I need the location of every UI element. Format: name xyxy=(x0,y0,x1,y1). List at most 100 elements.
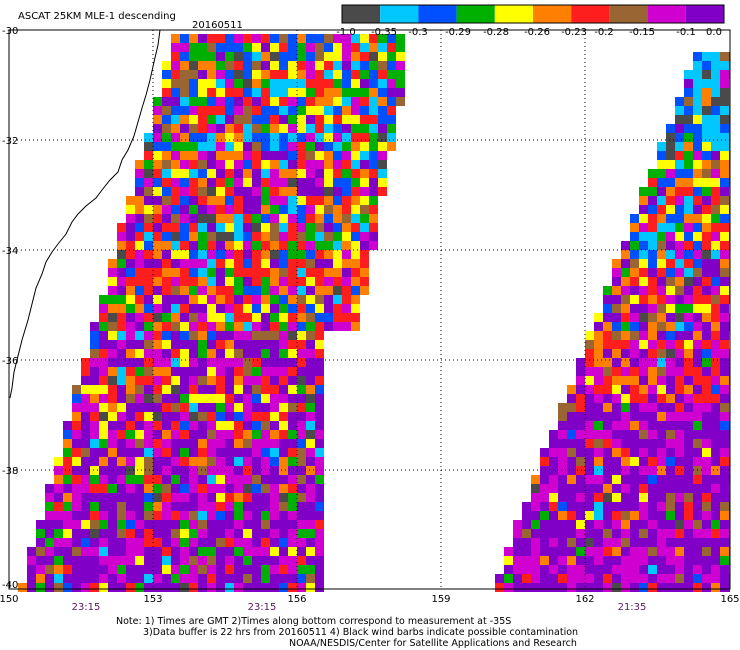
wind-cell xyxy=(621,277,630,286)
wind-cell xyxy=(216,70,225,79)
wind-cell xyxy=(657,511,666,520)
wind-cell xyxy=(360,61,369,70)
wind-cell xyxy=(306,448,315,457)
wind-cell xyxy=(711,295,720,304)
wind-cell xyxy=(594,511,603,520)
wind-cell xyxy=(36,583,45,592)
wind-cell xyxy=(693,331,702,340)
wind-cell xyxy=(252,529,261,538)
wind-cell xyxy=(144,187,153,196)
wind-cell xyxy=(702,331,711,340)
wind-cell xyxy=(720,538,729,547)
wind-cell xyxy=(297,376,306,385)
wind-cell xyxy=(270,178,279,187)
wind-cell xyxy=(693,340,702,349)
wind-cell xyxy=(630,232,639,241)
lon-label: 165 xyxy=(720,594,739,605)
wind-cell xyxy=(126,223,135,232)
wind-cell xyxy=(666,529,675,538)
wind-cell xyxy=(612,556,621,565)
wind-cell xyxy=(36,574,45,583)
wind-cell xyxy=(162,286,171,295)
wind-cell xyxy=(180,484,189,493)
wind-cell xyxy=(252,133,261,142)
wind-cell xyxy=(90,574,99,583)
wind-cell xyxy=(153,529,162,538)
wind-cell xyxy=(198,214,207,223)
wind-cell xyxy=(99,556,108,565)
wind-cell xyxy=(99,484,108,493)
wind-cell xyxy=(234,97,243,106)
wind-cell xyxy=(576,457,585,466)
wind-cell xyxy=(288,250,297,259)
wind-cell xyxy=(648,232,657,241)
wind-cell xyxy=(675,259,684,268)
wind-cell xyxy=(666,250,675,259)
wind-cell xyxy=(252,250,261,259)
wind-cell xyxy=(270,529,279,538)
wind-cell xyxy=(720,520,729,529)
wind-cell xyxy=(333,70,342,79)
wind-cell xyxy=(180,61,189,70)
wind-cell xyxy=(90,448,99,457)
wind-cell xyxy=(117,493,126,502)
wind-cell xyxy=(180,412,189,421)
wind-cell xyxy=(693,169,702,178)
wind-cell xyxy=(225,340,234,349)
wind-cell xyxy=(171,340,180,349)
wind-cell xyxy=(270,511,279,520)
wind-cell xyxy=(657,502,666,511)
wind-cell xyxy=(324,160,333,169)
wind-cell xyxy=(270,79,279,88)
wind-cell xyxy=(702,448,711,457)
wind-cell xyxy=(63,493,72,502)
wind-cell xyxy=(378,187,387,196)
wind-cell xyxy=(81,475,90,484)
wind-cell xyxy=(90,547,99,556)
wind-cell xyxy=(135,277,144,286)
wind-cell xyxy=(648,286,657,295)
wind-cell xyxy=(126,250,135,259)
wind-cell xyxy=(162,340,171,349)
wind-cell xyxy=(711,349,720,358)
wind-cell xyxy=(225,259,234,268)
wind-cell xyxy=(171,493,180,502)
wind-cell xyxy=(288,79,297,88)
wind-cell xyxy=(711,583,720,592)
lon-label: 162 xyxy=(575,594,594,605)
wind-cell xyxy=(207,484,216,493)
wind-cell xyxy=(558,448,567,457)
wind-cell xyxy=(180,106,189,115)
wind-cell xyxy=(675,178,684,187)
wind-cell xyxy=(657,214,666,223)
wind-cell xyxy=(252,331,261,340)
wind-cell xyxy=(315,169,324,178)
wind-cell xyxy=(261,142,270,151)
wind-cell xyxy=(153,286,162,295)
wind-cell xyxy=(207,493,216,502)
wind-cell xyxy=(270,556,279,565)
wind-cell xyxy=(270,232,279,241)
wind-cell xyxy=(585,421,594,430)
wind-cell xyxy=(162,331,171,340)
wind-cell xyxy=(684,466,693,475)
wind-cell xyxy=(270,52,279,61)
wind-cell xyxy=(648,223,657,232)
wind-cell xyxy=(216,349,225,358)
wind-cell xyxy=(81,367,90,376)
wind-cell xyxy=(306,61,315,70)
wind-cell xyxy=(54,475,63,484)
wind-cell xyxy=(630,349,639,358)
wind-cell xyxy=(180,43,189,52)
wind-cell xyxy=(684,268,693,277)
wind-cell xyxy=(630,250,639,259)
wind-cell xyxy=(720,322,729,331)
wind-cell xyxy=(261,304,270,313)
wind-cell xyxy=(225,277,234,286)
wind-cell xyxy=(297,205,306,214)
wind-cell xyxy=(621,295,630,304)
wind-cell xyxy=(603,349,612,358)
wind-cell xyxy=(153,574,162,583)
wind-cell xyxy=(189,547,198,556)
wind-cell xyxy=(126,475,135,484)
